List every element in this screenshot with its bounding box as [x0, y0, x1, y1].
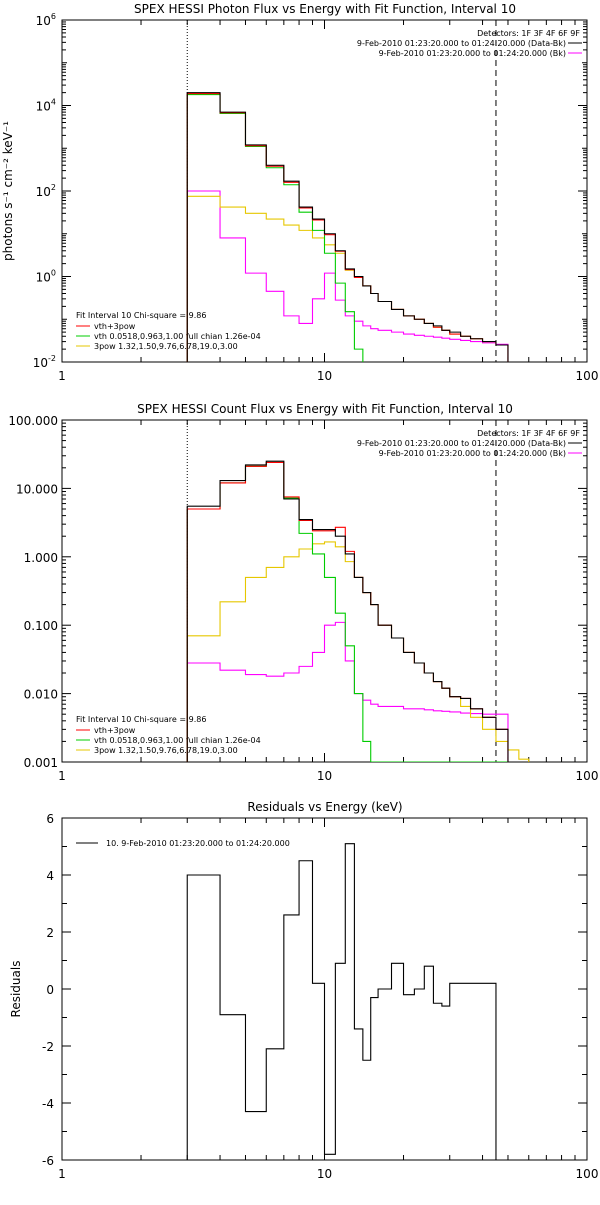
x-tick-label: 100	[576, 769, 599, 783]
photon-flux-panel: SPEX HESSI Photon Flux vs Energy with Fi…	[1, 2, 598, 383]
x-tick-label: 10	[317, 369, 332, 383]
x-tick-label: 10	[317, 1167, 332, 1181]
bk-histogram	[186, 621, 509, 762]
residuals-histogram	[186, 843, 497, 1160]
detectors-label: Detectors: 1F 3F 4F 6F 9F	[477, 429, 580, 438]
legend-label: 10. 9-Feb-2010 01:23:20.000 to 01:24:20.…	[106, 839, 290, 848]
x-tick-label: 1	[58, 1167, 66, 1181]
panel-title: SPEX HESSI Count Flux vs Energy with Fit…	[137, 402, 513, 416]
total-fit-histogram	[186, 461, 509, 762]
y-axis-label: Residuals	[9, 961, 23, 1018]
legend-pow: 3pow 1.32,1.50,9.76,6.78,19.0,3.00	[94, 746, 238, 755]
vth-histogram	[186, 94, 509, 362]
plot-frame	[61, 419, 588, 763]
count-flux-panel: SPEX HESSI Count Flux vs Energy with Fit…	[8, 402, 598, 783]
x-tick-label: 100	[576, 369, 599, 383]
fit-header: Fit Interval 10 Chi-square = 9.86	[76, 311, 206, 320]
y-tick-label: 102	[36, 183, 56, 199]
y-tick-label: -4	[42, 1097, 54, 1111]
marks	[186, 420, 530, 762]
data-bk-histogram	[186, 460, 509, 762]
total-fit-histogram	[186, 93, 509, 362]
y-tick-label: 1.000	[24, 551, 58, 565]
x-tick-label: 10	[317, 769, 332, 783]
legend-vth: vth 0.0518,0.963,1.00 full chian 1.26e-0…	[94, 332, 261, 341]
y-axis-label: photons s⁻¹ cm⁻² keV⁻¹	[1, 121, 15, 261]
y-tick-label: 10-2	[33, 354, 56, 370]
y-tick-label: 106	[36, 12, 56, 28]
data-bk-histogram	[186, 92, 509, 362]
panel-title: SPEX HESSI Photon Flux vs Energy with Fi…	[134, 2, 516, 16]
legend-bk: 9-Feb-2010 01:23:20.000 to 01:24:20.000 …	[379, 49, 566, 58]
bk-histogram	[186, 190, 509, 362]
y-tick-label: 0	[46, 983, 54, 997]
legend-bk: 9-Feb-2010 01:23:20.000 to 01:24:20.000 …	[379, 449, 566, 458]
fit-header: Fit Interval 10 Chi-square = 9.86	[76, 715, 206, 724]
y-tick-label: 0.100	[24, 619, 58, 633]
legend-total: vth+3pow	[94, 322, 136, 331]
legend-pow: 3pow 1.32,1.50,9.76,6.78,19.0,3.00	[94, 342, 238, 351]
residuals-panel: Residuals vs Energy (keV) Residuals 10. …	[9, 800, 598, 1181]
y-tick-label: 100	[36, 269, 56, 285]
y-tick-label: 10.000	[16, 482, 58, 496]
y-tick-label: 4	[46, 869, 54, 883]
legend-total: vth+3pow	[94, 726, 136, 735]
y-tick-label: 6	[46, 812, 54, 826]
legend-vth: vth 0.0518,0.963,1.00 full chian 1.26e-0…	[94, 736, 261, 745]
y-tick-label: 104	[36, 98, 56, 114]
panel-title: Residuals vs Energy (keV)	[247, 800, 402, 814]
ticks: 1 10 100 10-2 100 102 104 106	[33, 12, 599, 383]
legend-data-bk: 9-Feb-2010 01:23:20.000 to 01:24:20.000 …	[357, 439, 566, 448]
y-tick-label: 100.000	[8, 414, 58, 428]
pow-histogram	[186, 541, 530, 762]
ticks: 1 10 100 -6 -4 -2 0 2 4 6	[42, 812, 598, 1181]
x-tick-label: 1	[58, 769, 66, 783]
y-tick-label: -2	[42, 1040, 54, 1054]
y-tick-label: 2	[46, 926, 54, 940]
x-tick-label: 1	[58, 369, 66, 383]
x-tick-label: 100	[576, 1167, 599, 1181]
y-tick-label: -6	[42, 1154, 54, 1168]
marks	[186, 843, 497, 1160]
detectors-label: Detectors: 1F 3F 4F 6F 9F	[477, 29, 580, 38]
vth-histogram	[186, 461, 508, 762]
y-tick-label: 0.001	[24, 756, 58, 770]
ticks: 1 10 100 0.001 0.010 0.100 1.000 10.000 100.000	[8, 414, 598, 783]
y-tick-label: 0.010	[24, 688, 58, 702]
marks	[186, 20, 509, 362]
legend-data-bk: 9-Feb-2010 01:23:20.000 to 01:24:20.000 …	[357, 39, 566, 48]
